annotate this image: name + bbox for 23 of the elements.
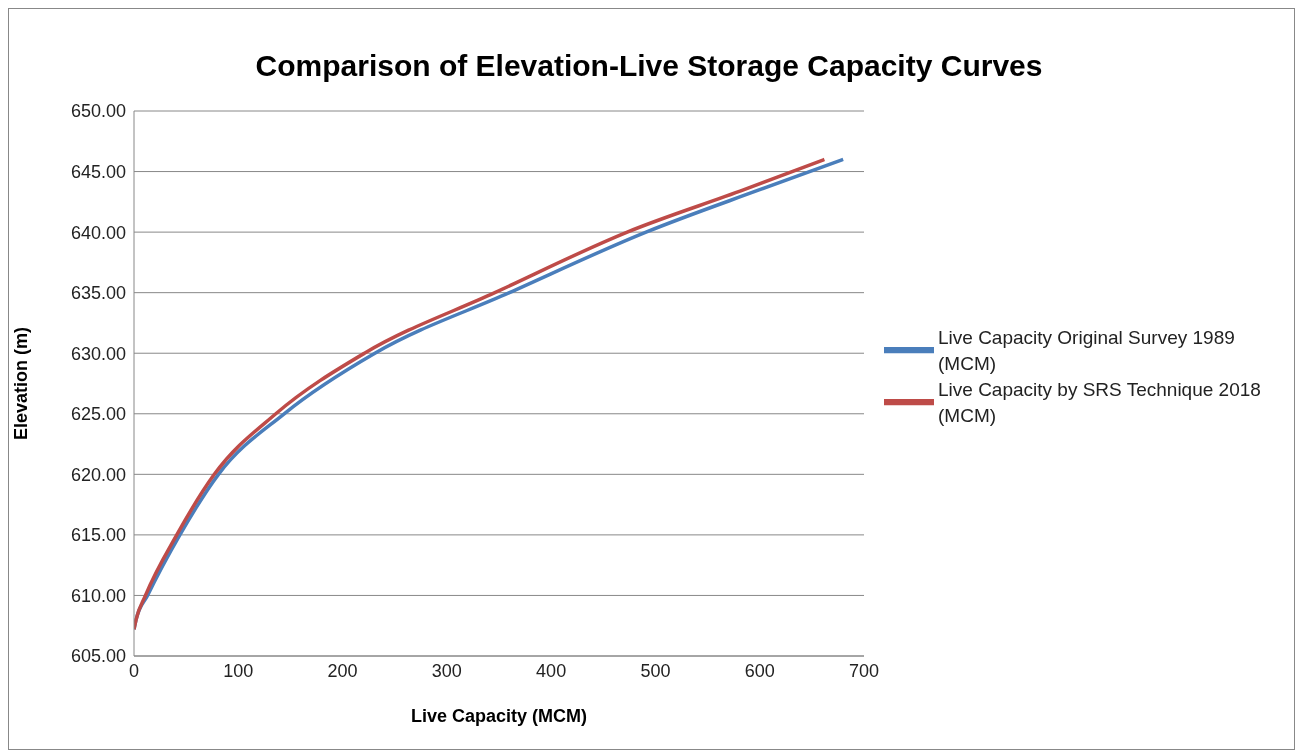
y-tick-label: 615.00 <box>70 525 126 546</box>
y-tick-label: 620.00 <box>70 464 126 485</box>
x-tick-label: 700 <box>848 660 880 681</box>
x-tick-label: 400 <box>536 660 567 681</box>
y-tick-label: 605.00 <box>70 646 126 667</box>
x-tick-label: 300 <box>431 660 462 681</box>
legend-label: Live Capacity by SRS Technique 2018 (MCM) <box>938 377 1262 428</box>
y-tick-label: 625.00 <box>70 404 126 425</box>
x-tick-label: 500 <box>640 660 671 681</box>
x-tick-label: 600 <box>744 660 775 681</box>
y-tick-label: 645.00 <box>70 161 126 182</box>
y-tick-label: 635.00 <box>70 283 126 304</box>
y-tick-label: 610.00 <box>70 585 126 606</box>
x-axis-title: Live Capacity (MCM) <box>410 706 588 726</box>
y-tick-label: 630.00 <box>70 343 126 364</box>
x-tick-label: 100 <box>223 660 254 681</box>
x-tick-label: 0 <box>128 660 140 681</box>
y-tick-label: 650.00 <box>70 101 126 122</box>
y-tick-label: 640.00 <box>70 222 126 243</box>
x-tick-label: 200 <box>327 660 358 681</box>
legend-label: Live Capacity Original Survey 1989 (MCM) <box>938 325 1236 376</box>
chart-title: Comparison of Elevation-Live Storage Capacity Curves <box>254 49 1044 83</box>
y-axis-title: Elevation (m) <box>11 326 32 441</box>
